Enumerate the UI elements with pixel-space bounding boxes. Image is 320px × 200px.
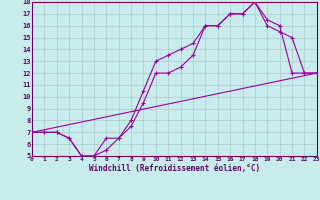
X-axis label: Windchill (Refroidissement éolien,°C): Windchill (Refroidissement éolien,°C) bbox=[89, 164, 260, 173]
